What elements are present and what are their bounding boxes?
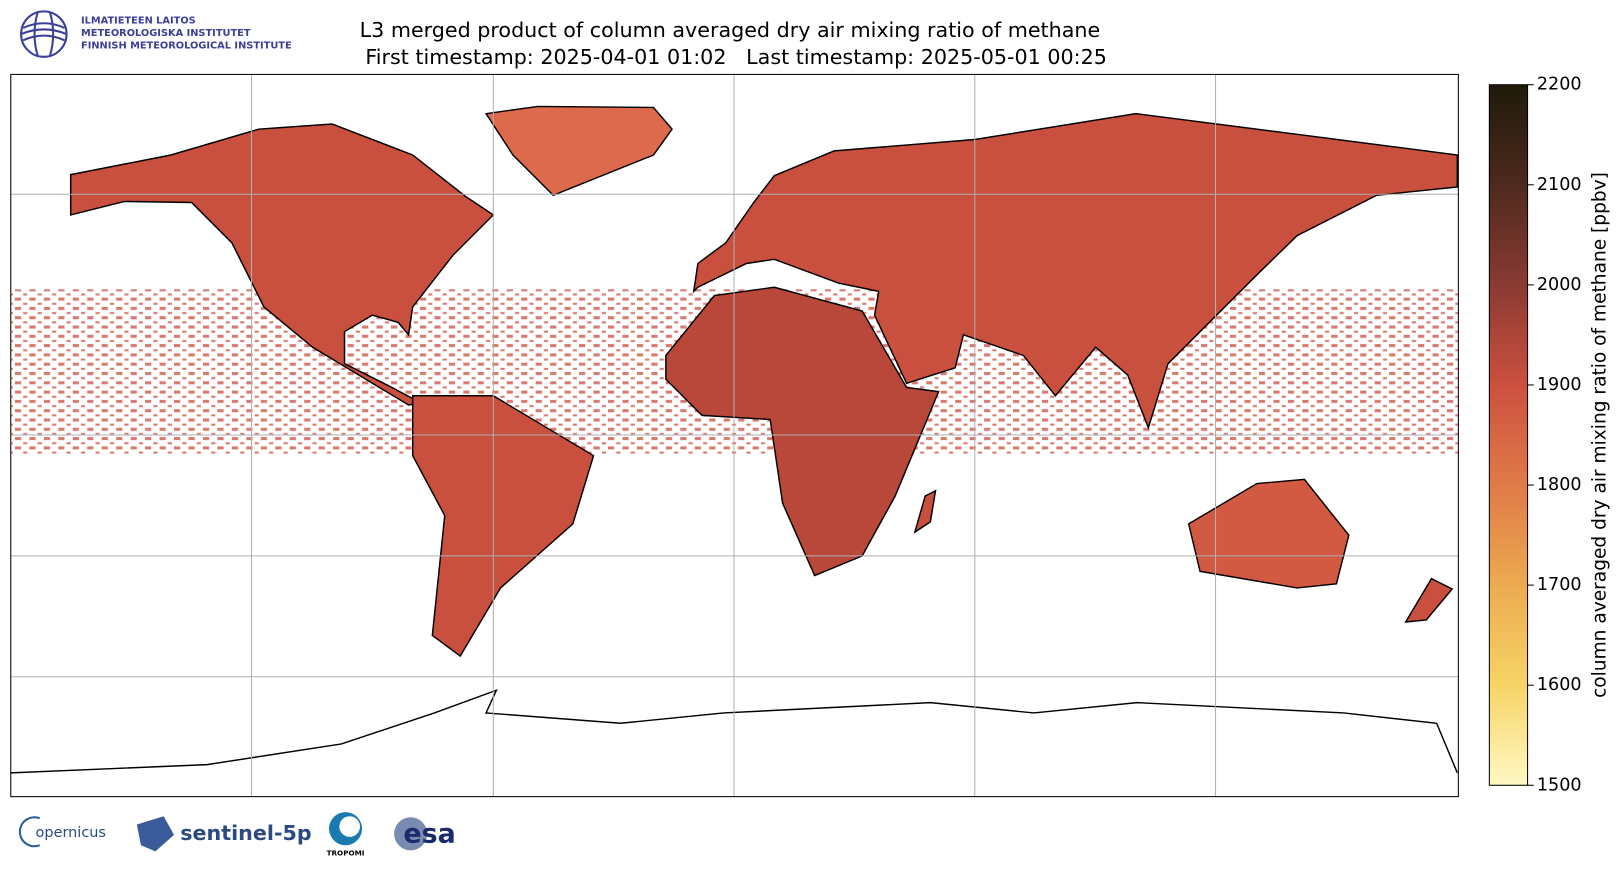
map — [10, 73, 1459, 798]
fmi-logo: ILMATIETEEN LAITOS METEOROLOGISKA INSTIT… — [20, 10, 292, 58]
subtitle: First timestamp: 2025-04-01 01:02 Last t… — [365, 45, 1106, 69]
map-frame — [10, 73, 1459, 798]
madagascar — [913, 489, 937, 534]
logo-text: TROPOMI — [327, 848, 365, 857]
australia — [1187, 478, 1350, 589]
colorbar-tick-label: 1500 — [1537, 775, 1582, 795]
logo-text: METEOROLOGISKA INSTITUTET — [81, 28, 251, 39]
colorbar-ramp — [1488, 84, 1529, 786]
colorbar-tick-label: 2200 — [1537, 75, 1582, 95]
new-zealand — [1404, 577, 1454, 623]
colorbar: column averaged dry air mixing ratio of … — [1488, 75, 1610, 795]
colorbar-label: column averaged dry air mixing ratio of … — [1589, 172, 1610, 698]
colorbar-tick-label: 1700 — [1537, 575, 1582, 595]
colorbar-tick-label: 2100 — [1537, 175, 1582, 195]
antarctica — [10, 688, 1458, 774]
logo-text: ILMATIETEEN LAITOS — [81, 16, 196, 27]
logo-text: opernicus — [36, 825, 106, 841]
logo-text: sentinel-5p — [180, 821, 312, 845]
logo-text: FINNISH METEOROLOGICAL INSTITUTE — [81, 40, 292, 51]
colorbar-tick-label: 2000 — [1537, 275, 1582, 295]
title: L3 merged product of column averaged dry… — [360, 18, 1101, 42]
graticule — [10, 74, 1459, 797]
colorbar-tick-label: 1800 — [1537, 475, 1582, 495]
greenland — [484, 105, 673, 197]
colorbar-tick-label: 1900 — [1537, 375, 1582, 395]
south-america — [411, 395, 595, 658]
eurasia — [692, 112, 1459, 430]
logo-text: esa — [403, 818, 455, 849]
colorbar-tick-label: 1600 — [1537, 675, 1582, 695]
footer-logos: opernicus sentinel-5p TROPOMI esa — [18, 812, 456, 857]
